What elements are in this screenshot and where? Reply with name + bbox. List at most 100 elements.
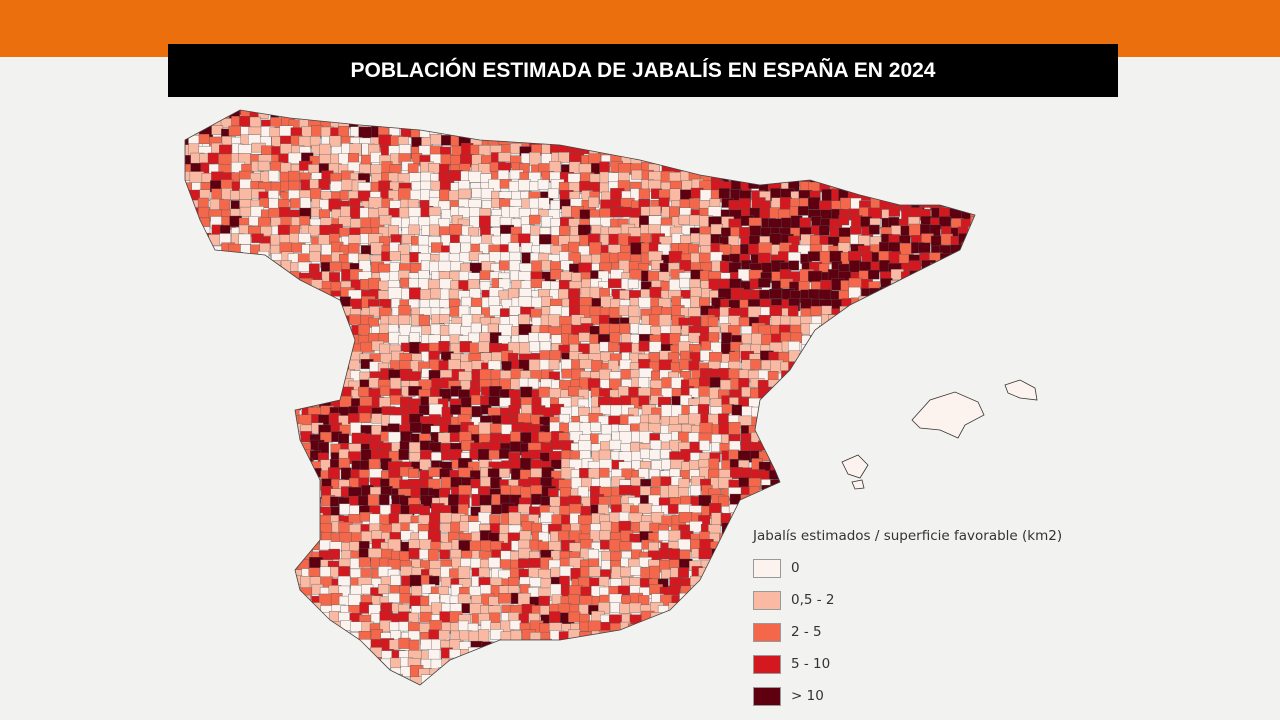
municipality-cell	[508, 110, 523, 120]
municipality-cell	[248, 341, 260, 353]
municipality-cell	[185, 640, 192, 651]
municipality-cell	[848, 136, 862, 147]
municipality-cell	[709, 377, 721, 388]
municipality-cell	[360, 99, 371, 109]
municipality-cell	[861, 504, 876, 517]
municipality-cell	[638, 340, 652, 352]
municipality-cell	[185, 369, 191, 380]
municipality-cell	[708, 577, 722, 591]
municipality-cell	[810, 335, 822, 347]
municipality-cell	[858, 424, 870, 436]
municipality-cell	[190, 235, 202, 246]
municipality-cell	[930, 342, 945, 353]
municipality-cell	[979, 488, 989, 499]
municipality-cell	[311, 612, 322, 624]
municipality-cell	[970, 433, 975, 445]
municipality-cell	[291, 289, 306, 302]
municipality-cell	[188, 513, 199, 527]
municipality-cell	[901, 504, 915, 517]
municipality-cell	[789, 110, 802, 112]
municipality-cell	[730, 639, 744, 651]
municipality-cell	[788, 260, 800, 271]
municipality-cell	[331, 371, 346, 382]
municipality-cell	[640, 640, 652, 651]
municipality-cell	[658, 110, 672, 118]
municipality-cell	[889, 100, 901, 109]
municipality-cell	[718, 611, 729, 625]
municipality-cell	[898, 488, 913, 500]
municipality-cell	[648, 119, 660, 133]
municipality-cell	[529, 632, 543, 645]
municipality-cell	[291, 297, 304, 308]
municipality-cell	[869, 332, 882, 344]
municipality-cell	[869, 404, 881, 418]
municipality-cell	[750, 495, 765, 507]
municipality-cell	[330, 180, 343, 192]
municipality-cell	[348, 650, 360, 662]
municipality-cell	[229, 576, 243, 590]
municipality-cell	[288, 180, 301, 191]
municipality-cell	[460, 396, 472, 408]
municipality-cell	[209, 98, 220, 108]
municipality-cell	[878, 388, 893, 399]
municipality-cell	[921, 154, 932, 168]
municipality-cell	[901, 280, 916, 291]
municipality-cell	[781, 416, 793, 430]
municipality-cell	[819, 459, 835, 471]
municipality-cell	[188, 650, 201, 663]
municipality-cell	[920, 496, 935, 508]
municipality-cell	[420, 450, 432, 461]
municipality-cell	[851, 351, 863, 363]
municipality-cell	[279, 290, 292, 303]
municipality-cell	[190, 289, 204, 303]
municipality-cell	[878, 326, 890, 340]
municipality-cell	[600, 252, 612, 265]
municipality-cell	[198, 578, 212, 591]
municipality-cell	[819, 432, 832, 446]
municipality-cell	[769, 137, 782, 151]
municipality-cell	[960, 434, 975, 446]
municipality-cell	[878, 134, 893, 147]
municipality-cell	[669, 143, 682, 155]
municipality-cell	[540, 110, 553, 112]
municipality-cell	[787, 133, 800, 146]
municipality-cell	[198, 296, 211, 309]
municipality-cell	[688, 145, 703, 158]
municipality-cell	[858, 110, 872, 113]
municipality-cell	[680, 137, 693, 150]
municipality-cell	[229, 604, 242, 615]
municipality-cell	[769, 515, 782, 529]
municipality-cell	[470, 110, 484, 113]
municipality-cell	[471, 110, 485, 121]
municipality-cell	[829, 227, 841, 239]
municipality-cell	[938, 368, 950, 379]
municipality-cell	[667, 135, 680, 149]
municipality-cell	[309, 110, 322, 117]
municipality-cell	[898, 424, 912, 436]
municipality-cell	[299, 361, 313, 375]
municipality-cell	[601, 110, 615, 123]
municipality-cell	[751, 125, 763, 137]
municipality-cell	[240, 395, 253, 408]
municipality-cell	[791, 467, 805, 479]
municipality-cell	[799, 470, 810, 481]
municipality-cell	[310, 502, 322, 513]
municipality-cell	[270, 360, 282, 373]
municipality-cell	[198, 110, 213, 113]
municipality-cell	[968, 335, 975, 346]
municipality-cell	[858, 172, 871, 182]
municipality-cell	[950, 161, 961, 173]
municipality-cell	[848, 513, 862, 525]
municipality-cell	[218, 533, 230, 545]
municipality-cell	[649, 449, 661, 460]
municipality-cell	[959, 467, 972, 478]
municipality-cell	[969, 250, 975, 261]
municipality-cell	[949, 110, 963, 121]
municipality-cell	[251, 388, 263, 401]
municipality-cell	[858, 389, 870, 402]
municipality-cell	[540, 631, 551, 643]
municipality-cell	[458, 620, 469, 631]
municipality-cell	[288, 496, 303, 509]
municipality-cell	[960, 496, 975, 507]
municipality-cell	[598, 134, 612, 147]
